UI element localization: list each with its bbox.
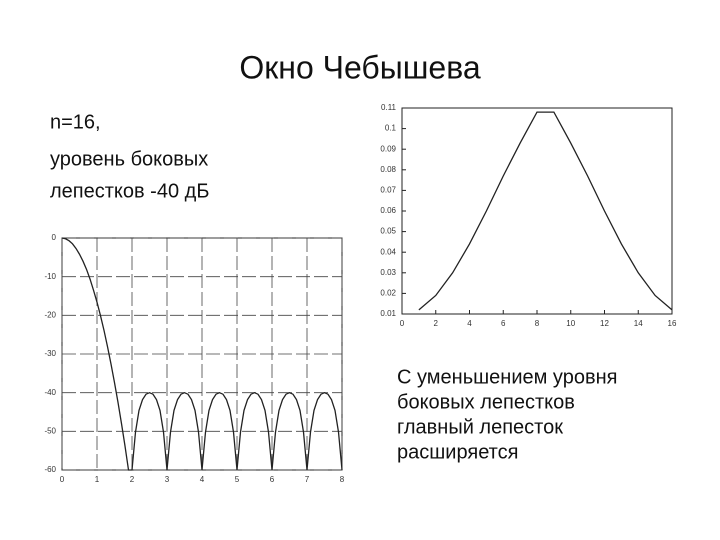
slide-title: Окно Чебышева [239,49,480,85]
x-tick-label: 0 [400,319,405,328]
y-tick-label: 0.04 [380,247,396,256]
x-tick-label: 8 [340,475,345,484]
x-tick-label: 1 [95,475,100,484]
caption-line: расширяется [397,441,518,463]
y-tick-label: 0.07 [380,186,396,195]
y-tick-label: 0.03 [380,268,396,277]
y-tick-label: -40 [44,388,56,397]
x-tick-label: 6 [270,475,275,484]
y-tick-label: 0.1 [385,124,397,133]
subtitle-line: n=16, [50,111,101,133]
y-tick-label: 0 [52,233,57,242]
x-tick-label: 6 [501,319,506,328]
y-tick-label: 0.01 [380,309,396,318]
data-line [418,111,673,311]
x-tick-label: 2 [434,319,439,328]
y-tick-label: -20 [44,310,56,319]
x-tick-label: 4 [467,319,472,328]
x-tick-label: 7 [305,475,310,484]
y-tick-label: -10 [44,272,56,281]
x-tick-label: 3 [165,475,170,484]
y-tick-label: -50 [44,426,56,435]
y-tick-label: -60 [44,465,56,474]
y-tick-label: 0.11 [381,103,397,112]
caption-line: С уменьшением уровня [397,366,617,388]
x-tick-label: 0 [60,475,65,484]
plot-frame [401,107,673,315]
caption-line: боковых лепестков [397,391,575,413]
x-tick-label: 8 [535,319,540,328]
subtitle-line: уровень боковых [50,148,208,170]
y-tick-label: 0.02 [380,289,396,298]
x-tick-label: 2 [130,475,135,484]
x-tick-label: 16 [668,319,677,328]
x-tick-label: 5 [235,475,240,484]
x-tick-label: 4 [200,475,205,484]
y-tick-label: 0.09 [380,144,396,153]
y-tick-label: 0.08 [380,165,396,174]
x-tick-label: 12 [600,319,609,328]
y-tick-label: 0.05 [380,227,396,236]
caption-line: главный лепесток [397,416,563,438]
x-tick-label: 10 [566,319,575,328]
subtitle-line: лепестков -40 дБ [50,180,209,202]
data-line [61,237,343,471]
x-tick-label: 14 [634,319,643,328]
y-tick-label: 0.06 [380,206,396,215]
y-tick-label: -30 [44,349,56,358]
